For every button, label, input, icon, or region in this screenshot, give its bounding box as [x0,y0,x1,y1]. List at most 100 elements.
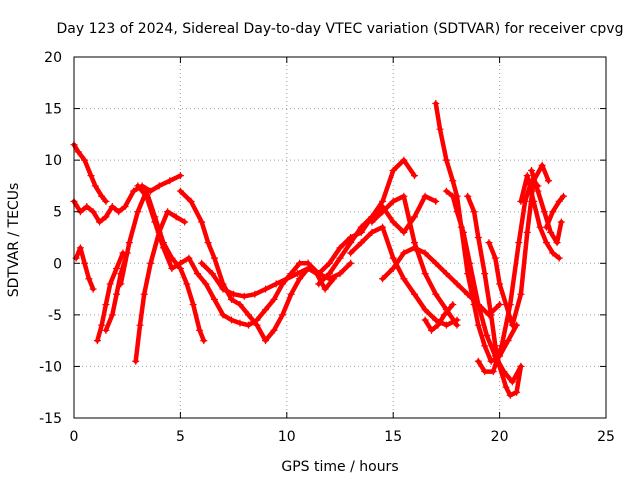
data-point [487,311,495,319]
data-point [483,331,491,339]
grid-lines [74,57,606,418]
data-point [91,182,99,190]
data-point [83,203,91,211]
data-point [515,239,523,247]
data-point [172,213,180,221]
data-point [113,290,121,298]
data-point [147,259,155,267]
data-point [81,259,89,267]
data-point [142,192,150,200]
data-point [513,388,521,396]
data-point [176,259,184,267]
data-point [506,301,514,309]
data-point [508,321,516,329]
data-point [449,177,457,185]
data-point [389,197,397,205]
series-line [73,245,96,292]
data-point [432,259,440,267]
data-point [155,182,163,190]
data-point [502,383,510,391]
data-point [400,275,408,283]
data-point [491,254,499,262]
data-point [134,208,142,216]
data-point [102,301,110,309]
data-point [536,223,544,231]
data-point [400,249,408,257]
data-point [410,244,418,252]
data-point [432,316,440,324]
data-point [219,311,227,319]
data-point [198,259,206,267]
data-point [210,295,218,303]
data-point [453,321,461,329]
data-point [198,218,206,226]
data-point [368,228,376,236]
series-trace-19 [485,161,553,329]
data-point [293,270,301,278]
data-point [219,285,227,293]
data-point [421,316,429,324]
data-point [93,337,101,345]
series-line [544,193,566,230]
data-point [262,337,270,345]
data-point [555,254,563,262]
data-point [81,156,89,164]
data-point [534,187,542,195]
data-point [432,290,440,298]
data-point [357,228,365,236]
data-point [108,203,116,211]
y-tick-label: -15 [39,411,62,427]
data-point [557,218,565,226]
data-point [227,295,235,303]
data-point [230,290,238,298]
data-point [481,270,489,278]
data-point [389,254,397,262]
series-trace-24 [421,301,457,334]
data-point [96,218,104,226]
data-point [106,280,114,288]
data-point [304,259,312,267]
data-point [432,197,440,205]
data-point [474,357,482,365]
data-point [89,285,97,293]
axis-ticks: 0 5 10 15 20 25 -15 -10 -5 0 5 10 15 20 [39,50,615,445]
data-point [283,275,291,283]
data-point [236,319,244,327]
series-trace-8 [134,182,312,329]
y-axis-label: SDTVAR / TECUs [6,183,22,298]
data-point [542,239,550,247]
series-trace-4 [93,249,127,345]
data-point [442,321,450,329]
data-point [130,187,138,195]
data-point [347,234,355,241]
data-point [125,239,133,247]
data-point [140,290,148,298]
data-point [253,321,261,329]
data-point [287,290,295,298]
data-point [262,285,270,293]
data-point [481,342,489,350]
data-point [523,172,531,180]
data-point [410,290,418,298]
data-point [434,321,442,329]
data-point [270,326,278,334]
data-point [421,306,429,314]
data-point [432,99,440,107]
data-point [549,208,557,216]
data-point [440,311,448,319]
data-point [528,166,536,174]
data-point [168,264,176,272]
x-tick-label: 25 [597,429,615,445]
data-point [474,301,482,309]
data-point [464,192,472,200]
data-point [102,326,110,334]
data-point [379,223,387,231]
data-point [547,228,555,236]
data-point [517,362,525,370]
data-point [151,218,159,226]
data-point [159,244,167,252]
data-point [421,270,429,278]
data-point [187,197,195,205]
data-point [357,239,365,247]
y-tick-label: 0 [53,256,62,272]
